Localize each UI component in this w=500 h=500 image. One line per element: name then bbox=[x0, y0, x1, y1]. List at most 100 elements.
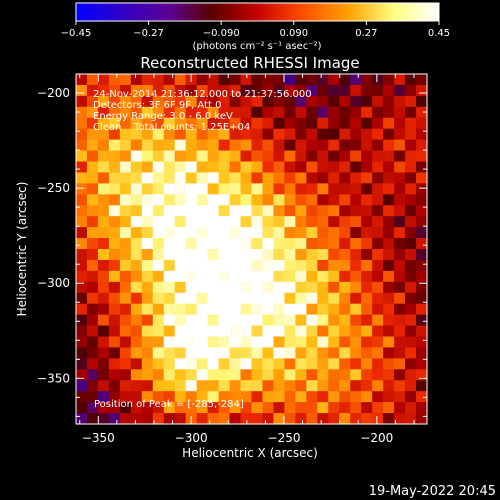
heatmap-cell bbox=[196, 380, 209, 392]
heatmap-cell bbox=[350, 74, 362, 86]
heatmap-cell bbox=[306, 161, 318, 174]
heatmap-cell bbox=[163, 216, 176, 228]
heatmap-cell bbox=[86, 205, 99, 217]
heatmap-cell bbox=[361, 413, 373, 425]
heatmap-cell bbox=[163, 194, 176, 206]
heatmap-cell bbox=[273, 380, 286, 392]
heatmap-cell bbox=[218, 106, 231, 119]
heatmap-cells bbox=[76, 74, 428, 425]
heatmap-cell bbox=[317, 95, 329, 108]
heatmap-cell bbox=[86, 150, 99, 163]
heatmap-cell bbox=[394, 314, 406, 327]
heatmap-cell bbox=[251, 161, 264, 174]
heatmap-cell bbox=[185, 270, 198, 283]
heatmap-cell bbox=[76, 259, 88, 272]
heatmap-cell bbox=[394, 106, 406, 119]
heatmap-cell bbox=[262, 150, 275, 163]
heatmap-cell bbox=[163, 238, 176, 250]
heatmap-cell bbox=[405, 413, 417, 425]
heatmap-cell bbox=[119, 128, 132, 141]
heatmap-cell bbox=[295, 325, 307, 338]
heatmap-cell bbox=[174, 238, 187, 250]
heatmap-cell bbox=[350, 325, 362, 338]
heatmap-cell bbox=[196, 281, 209, 294]
heatmap-cell bbox=[196, 325, 209, 338]
colorbar-label: (photons cm⁻² s⁻¹ asec⁻²) bbox=[192, 41, 321, 52]
heatmap-cell bbox=[350, 227, 362, 239]
heatmap-cell bbox=[207, 314, 220, 327]
heatmap-cell bbox=[416, 161, 428, 174]
heatmap-cell bbox=[295, 336, 307, 349]
heatmap-cell bbox=[229, 216, 242, 228]
heatmap-cell bbox=[185, 84, 198, 97]
heatmap-cell bbox=[163, 281, 176, 294]
heatmap-cell bbox=[339, 117, 351, 130]
heatmap-cell bbox=[152, 128, 165, 141]
heatmap-cell bbox=[108, 161, 121, 174]
heatmap-cell bbox=[119, 150, 132, 163]
heatmap-cell bbox=[262, 106, 275, 119]
info-total-counts: Clean Total counts: 1.25E+04 bbox=[93, 122, 250, 133]
heatmap-cell bbox=[207, 117, 220, 130]
heatmap-cell bbox=[207, 347, 220, 359]
heatmap-cell bbox=[284, 259, 296, 272]
heatmap-cell bbox=[361, 336, 373, 349]
heatmap-cell bbox=[339, 205, 351, 217]
heatmap-cell bbox=[141, 380, 154, 392]
heatmap-cell bbox=[273, 238, 286, 250]
heatmap-cell bbox=[174, 161, 187, 174]
heatmap-cell bbox=[339, 84, 351, 97]
heatmap-cell bbox=[196, 150, 209, 163]
heatmap-cell bbox=[130, 106, 143, 119]
heatmap-cell bbox=[295, 128, 307, 141]
heatmap-cell bbox=[240, 84, 253, 97]
heatmap-cell bbox=[130, 402, 143, 414]
heatmap-cell bbox=[196, 95, 209, 108]
heatmap-cell bbox=[339, 227, 351, 239]
heatmap-cell bbox=[240, 391, 253, 403]
heatmap-cell bbox=[383, 238, 395, 250]
heatmap-cell bbox=[185, 183, 198, 195]
heatmap-cell bbox=[284, 391, 296, 403]
heatmap-cell bbox=[361, 172, 373, 184]
heatmap-cell bbox=[339, 161, 351, 174]
heatmap-cell bbox=[416, 227, 428, 239]
heatmap-cell bbox=[361, 216, 373, 228]
heatmap-cell bbox=[251, 128, 264, 141]
heatmap-cell bbox=[284, 150, 296, 163]
heatmap-cell bbox=[416, 369, 428, 381]
heatmap-cell bbox=[76, 139, 88, 152]
heatmap-cell bbox=[394, 380, 406, 392]
heatmap-cell bbox=[262, 139, 275, 152]
heatmap-cell bbox=[207, 369, 220, 381]
heatmap-cell bbox=[273, 205, 286, 217]
heatmap-cell bbox=[339, 336, 351, 349]
heatmap-cell bbox=[141, 128, 154, 141]
heatmap-cell bbox=[284, 183, 296, 195]
heatmap-cell bbox=[405, 216, 417, 228]
heatmap-cell bbox=[229, 227, 242, 239]
heatmap-cell bbox=[295, 347, 307, 359]
heatmap-cell bbox=[251, 270, 264, 283]
heatmap-cell bbox=[141, 216, 154, 228]
heatmap-cell bbox=[229, 303, 242, 316]
heatmap-cell bbox=[196, 161, 209, 174]
heatmap-cell bbox=[251, 314, 264, 327]
heatmap-cell bbox=[361, 161, 373, 174]
heatmap-cell bbox=[306, 402, 318, 414]
heatmap-cell bbox=[76, 270, 88, 283]
heatmap-cell bbox=[86, 249, 99, 261]
heatmap-cell bbox=[196, 303, 209, 316]
heatmap-cell bbox=[317, 358, 329, 370]
heatmap-cell bbox=[372, 74, 384, 86]
heatmap-cell bbox=[328, 281, 340, 294]
heatmap-cell bbox=[383, 74, 395, 86]
heatmap-cell bbox=[372, 172, 384, 184]
heatmap-cell bbox=[295, 95, 307, 108]
heatmap-cell bbox=[185, 369, 198, 381]
heatmap-cell bbox=[295, 259, 307, 272]
heatmap-cell bbox=[229, 172, 242, 184]
heatmap-cell bbox=[185, 172, 198, 184]
heatmap-cell bbox=[350, 259, 362, 272]
heatmap-cell bbox=[218, 249, 231, 261]
